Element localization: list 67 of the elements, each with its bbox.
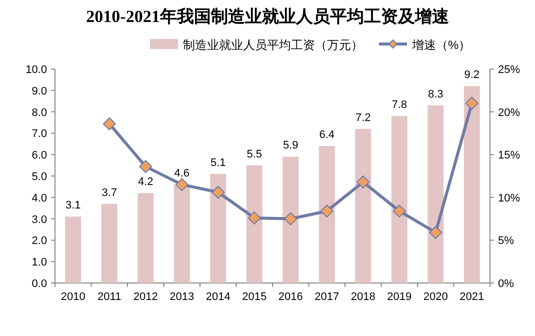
y-tick-label: 10.0 xyxy=(26,64,47,76)
bar xyxy=(65,216,82,283)
y2-tick-label: 25% xyxy=(498,64,520,76)
y-tick-label: 9.0 xyxy=(32,85,47,98)
y2-tick-label: 10% xyxy=(498,192,520,204)
y-tick-label: 8.0 xyxy=(32,106,47,119)
y2-tick-label: 20% xyxy=(498,106,520,119)
data-label: 3.7 xyxy=(102,186,118,199)
y-tick-label: 7.0 xyxy=(32,128,47,140)
data-label: 3.1 xyxy=(65,200,81,212)
bar xyxy=(428,105,444,283)
point xyxy=(248,211,261,224)
x-tick-label: 2017 xyxy=(314,291,340,303)
y-tick-label: 1.0 xyxy=(32,256,47,269)
bar xyxy=(391,116,408,283)
x-tick-label: 2015 xyxy=(242,291,267,303)
data-label: 4.6 xyxy=(174,168,190,180)
x-tick-label: 2010 xyxy=(60,291,86,303)
point xyxy=(429,226,442,239)
y2-tick-label: 0% xyxy=(498,278,514,290)
x-tick-label: 2014 xyxy=(206,291,230,303)
x-tick-label: 2020 xyxy=(423,291,448,303)
x-tick-label: 2016 xyxy=(278,291,303,303)
y-tick-label: 4.0 xyxy=(32,192,47,204)
y-tick-label: 6.0 xyxy=(32,150,47,162)
point xyxy=(139,160,152,174)
legend-label: 制造业就业人员平均工资（万元） xyxy=(183,38,363,52)
bar xyxy=(318,146,335,283)
y-tick-label: 2.0 xyxy=(32,235,47,248)
x-tick-label: 2021 xyxy=(460,291,484,303)
y2-tick-label: 15% xyxy=(498,150,520,162)
y-tick-label: 5.0 xyxy=(32,171,47,183)
x-tick-label: 2012 xyxy=(133,291,158,303)
x-tick-label: 2018 xyxy=(350,291,376,303)
data-label: 4.2 xyxy=(138,176,154,188)
data-label: 8.3 xyxy=(428,88,444,100)
point xyxy=(175,178,188,192)
data-label: 5.9 xyxy=(282,140,298,152)
x-tick-label: 2019 xyxy=(387,291,412,303)
point xyxy=(356,175,370,188)
x-tick-label: 2013 xyxy=(170,291,194,303)
data-label: 7.8 xyxy=(392,99,408,112)
data-label: 9.2 xyxy=(464,69,480,82)
point xyxy=(465,96,478,110)
chart-title: 2010-2021年我国制造业就业人员平均工资及增速 xyxy=(86,7,449,26)
point xyxy=(102,117,116,130)
bar xyxy=(464,86,480,283)
point xyxy=(392,204,406,218)
point xyxy=(284,212,298,226)
bar xyxy=(246,165,262,283)
y2-tick-label: 5% xyxy=(498,235,514,248)
point xyxy=(320,204,334,218)
y-tick-label: 3.0 xyxy=(32,214,47,226)
data-label: 7.2 xyxy=(355,112,371,124)
bar xyxy=(101,204,118,283)
bar xyxy=(138,193,154,283)
bar xyxy=(174,184,190,283)
bar xyxy=(355,128,372,283)
bar xyxy=(282,156,299,283)
data-label: 5.1 xyxy=(210,156,226,169)
y-tick-label: 0.0 xyxy=(32,278,47,290)
legend-label: 增速（%） xyxy=(411,38,471,52)
data-label: 5.5 xyxy=(246,148,262,160)
point xyxy=(212,186,225,199)
x-tick-label: 2011 xyxy=(98,291,122,303)
bar xyxy=(210,174,226,283)
data-label: 6.4 xyxy=(319,129,335,142)
